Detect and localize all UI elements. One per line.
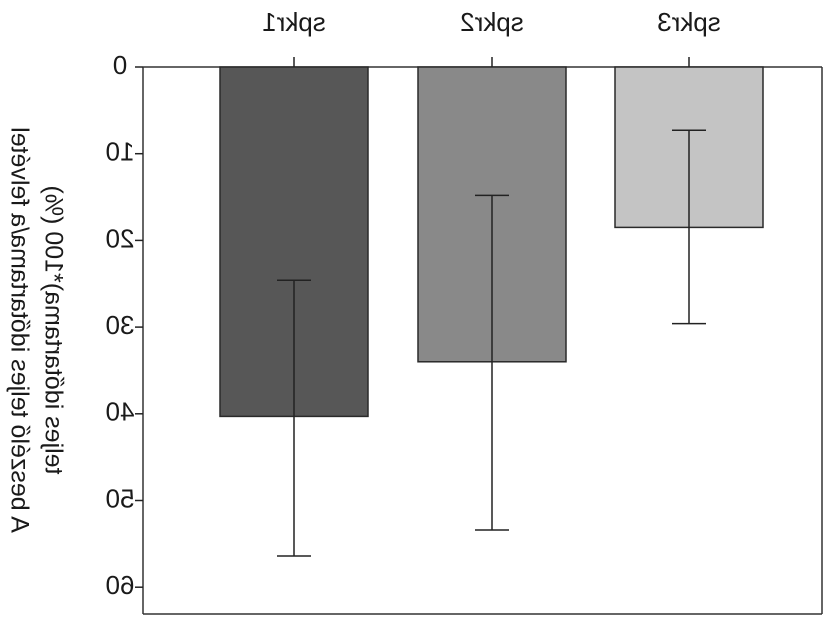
y-tick-label: 40 (106, 397, 135, 427)
y-axis-title: A beszélő teljes időtartama/a felvétel te… (5, 127, 67, 533)
y-tick-label: 0 (113, 50, 127, 80)
category-label-spkr2: spkr2 (460, 7, 524, 37)
y-tick-label: 50 (106, 483, 135, 513)
category-labels: spkr1 spkr2 spkr3 (262, 7, 721, 37)
y-tick-label: 20 (106, 223, 135, 253)
error-bars-group (277, 57, 706, 557)
category-label-spkr3: spkr3 (657, 7, 721, 37)
category-label-spkr1: spkr1 (262, 7, 326, 37)
y-axis-ticks: 0 10 20 30 40 50 60 (106, 50, 143, 600)
y-tick-label: 10 (106, 137, 135, 167)
y-tick-label: 60 (106, 570, 135, 600)
y-axis-title-line-1: A beszélő teljes időtartama/a felvétel (5, 127, 33, 533)
y-tick-label: 30 (106, 310, 135, 340)
y-axis-title-line-2: teljes időtartama)*100 (%) (39, 185, 67, 474)
